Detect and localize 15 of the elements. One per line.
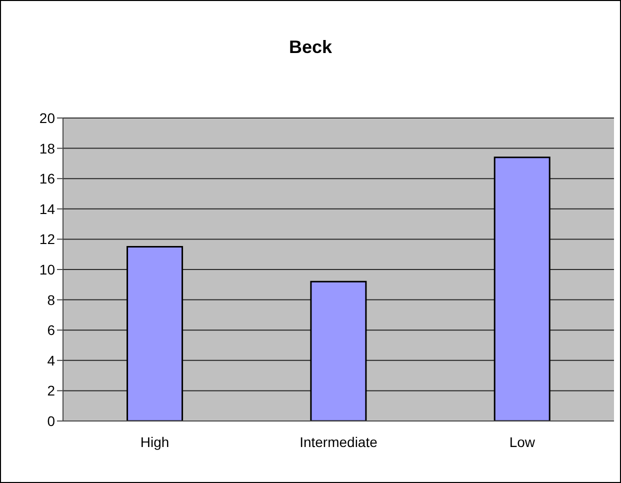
y-tick-label: 12: [39, 231, 56, 248]
y-tick-label: 8: [47, 292, 56, 308]
y-tick-label: 20: [39, 110, 56, 126]
y-tick-label: 16: [39, 170, 56, 187]
x-tick-label: Low: [509, 434, 536, 450]
y-tick-label: 10: [39, 261, 56, 278]
chart-title: Beck: [288, 37, 334, 58]
x-tick-label: High: [140, 434, 170, 450]
x-tick-label: Intermediate: [300, 434, 378, 450]
y-tick-label: 4: [47, 352, 56, 368]
y-tick-label: 0: [47, 412, 56, 429]
y-tick-label: 14: [39, 200, 56, 217]
y-tick-label: 18: [39, 140, 56, 156]
y-tick-label: 2: [47, 382, 56, 399]
y-tick-label: 6: [47, 322, 56, 338]
